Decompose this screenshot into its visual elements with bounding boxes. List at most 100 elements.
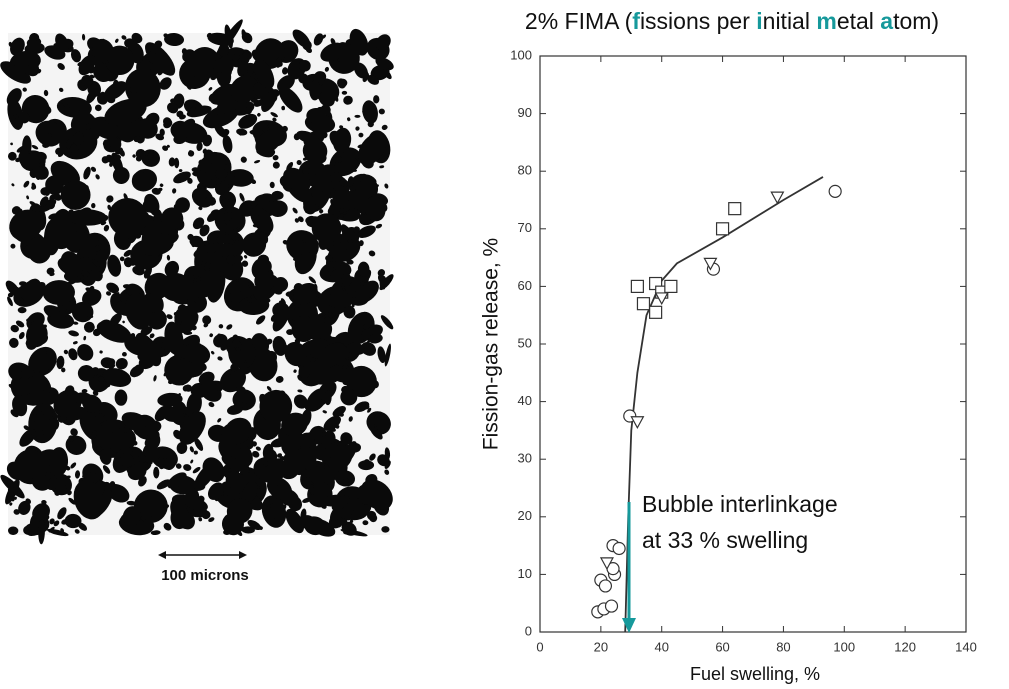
pore <box>241 29 248 42</box>
pore <box>183 343 211 365</box>
title-part: m <box>816 8 836 34</box>
pore <box>343 530 357 536</box>
pore <box>298 366 310 379</box>
pore <box>81 389 88 394</box>
pore <box>221 61 233 80</box>
pore <box>142 198 157 213</box>
pore <box>17 48 23 52</box>
pore <box>232 339 242 350</box>
pore <box>351 157 359 166</box>
y-tick-label: 20 <box>518 508 532 523</box>
pore <box>310 357 316 363</box>
pore <box>332 406 346 417</box>
pore <box>237 64 245 77</box>
pore <box>302 138 328 164</box>
pore <box>195 314 199 321</box>
pore <box>384 343 391 367</box>
pore <box>7 98 24 130</box>
pore <box>136 118 158 139</box>
pore <box>375 223 383 229</box>
point <box>649 305 663 319</box>
pore <box>207 458 211 462</box>
pore <box>156 187 163 193</box>
pore <box>384 183 389 189</box>
pore <box>49 313 69 326</box>
pore <box>285 291 294 297</box>
pore <box>243 255 248 259</box>
x-tick-label: 140 <box>955 639 977 654</box>
pore <box>349 519 354 524</box>
pore <box>121 352 127 357</box>
pore <box>223 191 232 200</box>
pore <box>27 236 52 264</box>
pore <box>107 484 130 503</box>
pore <box>354 114 361 118</box>
pore <box>303 200 317 215</box>
pore <box>198 517 203 522</box>
pore <box>208 87 213 91</box>
pore <box>262 418 277 430</box>
pore <box>283 504 287 510</box>
pore <box>7 151 17 161</box>
pore <box>131 32 143 44</box>
pore <box>61 305 67 313</box>
pore <box>191 239 197 248</box>
pore <box>362 100 378 124</box>
pore <box>250 179 257 185</box>
pore <box>94 104 102 112</box>
pore <box>265 338 273 345</box>
pore <box>231 176 239 184</box>
pore <box>115 38 119 43</box>
pore <box>343 95 353 105</box>
pore <box>170 499 191 529</box>
point <box>636 297 651 311</box>
pore <box>247 68 254 75</box>
pore <box>259 231 269 244</box>
pore <box>7 296 13 307</box>
y-tick-label: 10 <box>518 566 532 581</box>
pore <box>178 169 183 173</box>
annotation-arrowhead <box>622 618 636 633</box>
pore <box>58 87 64 92</box>
pore <box>297 389 303 393</box>
pore <box>31 429 37 438</box>
pore <box>74 529 80 534</box>
pore <box>368 250 376 257</box>
pore <box>70 49 82 63</box>
pore <box>153 375 157 382</box>
pore <box>293 394 308 409</box>
pore <box>47 133 52 138</box>
pore <box>358 240 364 247</box>
point <box>715 222 730 236</box>
pore <box>208 517 215 523</box>
pore <box>123 249 133 257</box>
pore <box>83 166 91 180</box>
pore <box>334 96 339 102</box>
pore <box>157 456 165 466</box>
pore <box>247 519 262 531</box>
pore <box>223 491 228 497</box>
pore <box>339 207 344 214</box>
pore <box>140 515 147 521</box>
y-tick-label: 40 <box>518 393 532 408</box>
pore <box>31 185 36 190</box>
pore <box>132 265 145 276</box>
y-tick-label: 60 <box>518 278 532 293</box>
pore <box>322 410 327 414</box>
pore <box>18 331 25 340</box>
pore <box>176 441 188 454</box>
pore <box>254 212 261 217</box>
pore <box>291 315 316 343</box>
pore <box>10 324 19 333</box>
pore <box>350 443 362 453</box>
pore <box>267 123 274 128</box>
pore <box>170 120 191 140</box>
pore <box>321 432 326 437</box>
pore <box>109 313 122 326</box>
pore <box>226 237 233 244</box>
pore <box>18 376 40 396</box>
pore <box>252 450 260 458</box>
pore <box>252 441 257 447</box>
pore <box>133 424 150 437</box>
pore <box>97 234 105 245</box>
